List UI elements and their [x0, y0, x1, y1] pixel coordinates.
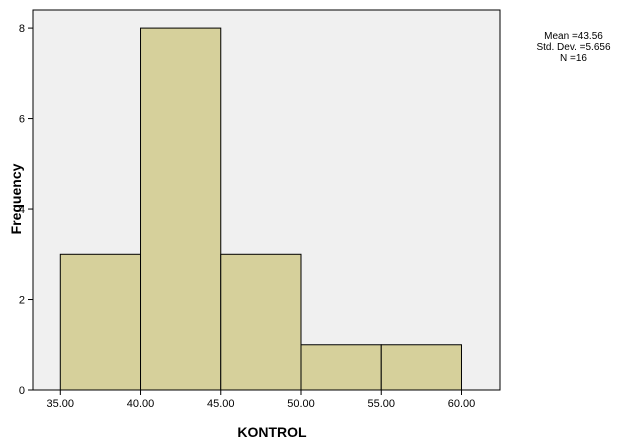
y-tick-label: 2: [19, 295, 25, 307]
y-tick-label: 6: [19, 114, 25, 126]
x-tick-label: 55.00: [367, 398, 395, 410]
histogram-bars: [59, 27, 462, 391]
x-tick-label: 45.00: [207, 398, 235, 410]
statistics-legend: Mean =43.56 Std. Dev. =5.656 N =16: [520, 31, 627, 64]
y-tick-label: 4: [19, 204, 25, 216]
y-axis: 0 2 4 6 8: [19, 23, 33, 397]
stat-mean: Mean =43.56: [544, 31, 603, 42]
x-tick-label: 50.00: [287, 398, 315, 410]
y-axis-title: Frequency: [8, 163, 24, 234]
histogram-bar: [220, 253, 302, 391]
x-axis: 35.00 40.00 45.00 50.00 55.00 60.00: [47, 390, 476, 410]
histogram-bar: [300, 344, 382, 391]
histogram-bar: [380, 344, 462, 391]
y-tick-label: 8: [19, 23, 25, 35]
x-tick-label: 35.00: [47, 398, 75, 410]
histogram-bar: [59, 253, 142, 391]
x-tick-label: 60.00: [448, 398, 476, 410]
stat-n: N =16: [560, 53, 587, 64]
histogram-bar: [140, 27, 222, 391]
x-axis-title: KONTROL: [237, 424, 307, 440]
y-tick-label: 0: [19, 385, 25, 397]
x-tick-label: 40.00: [127, 398, 155, 410]
stat-std-dev: Std. Dev. =5.656: [536, 42, 611, 53]
